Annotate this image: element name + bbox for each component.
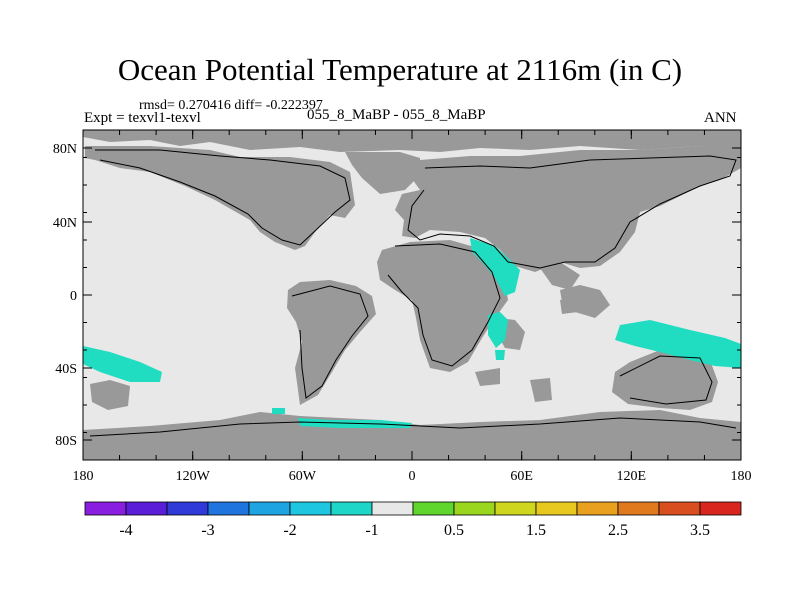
colorbar-swatch (494, 501, 537, 516)
lat-label: 80N (53, 142, 77, 157)
landmass-13 (530, 378, 552, 402)
colorbar-label: -3 (201, 522, 214, 539)
landmass-6 (287, 280, 376, 405)
colorbar-label: 3.5 (690, 522, 710, 539)
season-label: ANN (704, 110, 737, 126)
lat-label: 0 (70, 289, 77, 304)
landmass-4 (377, 240, 508, 372)
lon-label: 120E (617, 469, 647, 484)
colorbar: -4 -3 -2 -1 0.5 1.5 2.5 3.5 (84, 501, 742, 539)
landmass-0 (83, 130, 741, 152)
colorbar-swatch (658, 501, 701, 516)
coastline-0 (95, 149, 351, 246)
colorbar-swatch (207, 501, 250, 516)
landmass-15 (560, 298, 578, 314)
coastline-1 (387, 243, 501, 367)
colorbar-label: 1.5 (526, 522, 546, 539)
coastline-5 (89, 417, 737, 437)
stats-text: rmsd= 0.270416 diff= -0.222397 (139, 98, 323, 113)
colorbar-swatch (166, 501, 209, 516)
colorbar-swatch (330, 501, 373, 516)
coastline-4 (407, 155, 737, 269)
colorbar-label: -1 (365, 522, 378, 539)
coastline-3 (619, 355, 713, 405)
cold-anomaly-region-6 (495, 350, 505, 360)
colorbar-swatch (289, 501, 332, 516)
lon-label: 180 (731, 469, 752, 484)
colorbar-label: -2 (283, 522, 296, 539)
colorbar-swatch (453, 501, 496, 516)
landmass-2 (345, 152, 420, 194)
colorbar-label: -4 (119, 522, 132, 539)
lon-label: 60W (289, 469, 317, 484)
colorbar-swatch (371, 501, 414, 516)
cold-anomaly-region-3 (272, 408, 285, 414)
colorbar-swatch (535, 501, 578, 516)
lon-label: 180 (73, 469, 94, 484)
cold-anomaly-region-1 (615, 320, 741, 368)
colorbar-swatch (576, 501, 619, 516)
landmass-3 (395, 146, 741, 272)
plot-title: Ocean Potential Temperature at 2116m (in… (117, 52, 683, 87)
landmass-9 (540, 262, 580, 290)
land-layer (83, 130, 741, 460)
coastline-2 (291, 285, 369, 399)
colorbar-label: 2.5 (608, 522, 628, 539)
colorbar-swatch (84, 501, 127, 516)
lat-label: 40N (53, 216, 77, 231)
landmass-10 (83, 410, 741, 460)
colorbar-swatch (617, 501, 660, 516)
landmass-12 (475, 368, 500, 386)
colorbar-label: 0.5 (444, 522, 464, 539)
colorbar-swatch (248, 501, 291, 516)
cold-anomaly-region-0 (83, 346, 162, 382)
lon-label: 120W (176, 469, 211, 484)
landmass-11 (90, 380, 130, 410)
colorbar-swatch (125, 501, 168, 516)
lat-label: 40S (55, 362, 77, 377)
cold-anomaly-region-5 (488, 312, 508, 348)
cold-anomaly-region-4 (470, 238, 520, 296)
lon-label: 0 (409, 469, 416, 484)
lon-label: 60E (510, 469, 533, 484)
colorbar-swatch (699, 501, 742, 516)
comparison-label: 055_8_MaBP - 055_8_MaBP (307, 107, 486, 123)
colorbar-swatch (412, 501, 455, 516)
lat-label: 80S (55, 434, 77, 449)
landmass-7 (612, 350, 718, 410)
axes-layer: 80N 40N 0 40S 80S 180 120W 60W 0 60E 120E 180 (53, 129, 752, 484)
coastline-layer (89, 149, 737, 437)
experiment-label: Expt = texvl1-texvl (84, 110, 201, 126)
